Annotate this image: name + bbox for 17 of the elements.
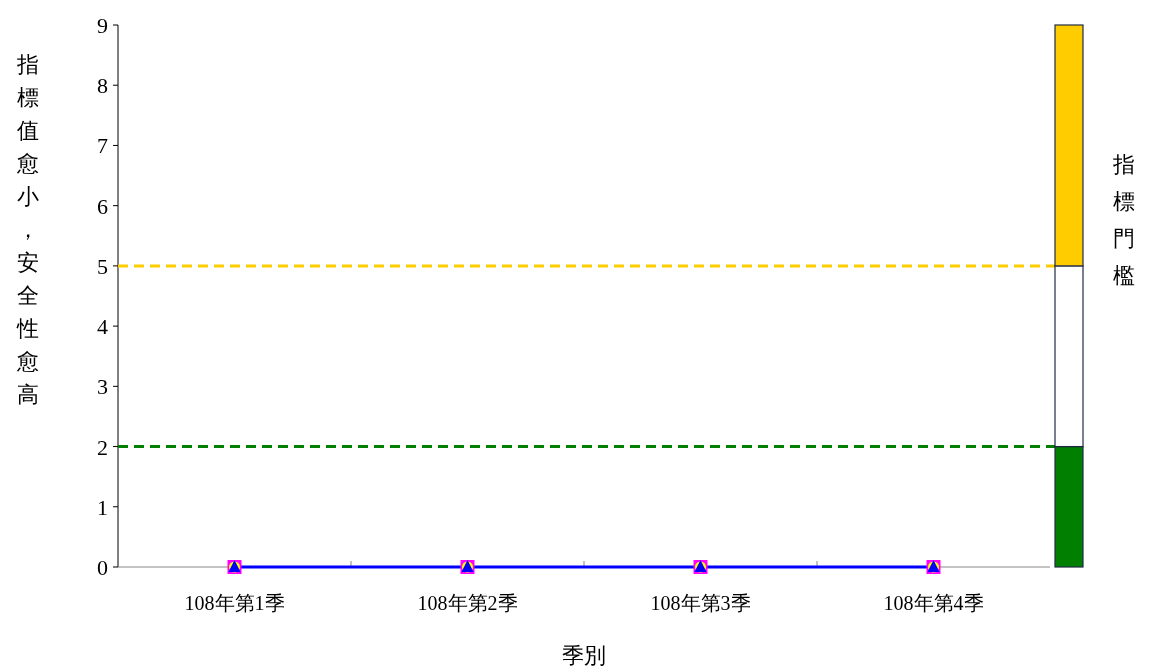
y-tick-label: 0 (97, 555, 108, 580)
ylabel: 指標值愈小，安全性愈高 (17, 52, 39, 407)
y-tick-label: 9 (97, 13, 108, 38)
x-tick-label: 108年第1季 (184, 592, 285, 614)
y-tick-label: 8 (97, 73, 108, 99)
ylabel2: 指標門檻 (1113, 152, 1135, 288)
y-tick-label: 3 (97, 374, 108, 400)
y-tick-label: 7 (97, 133, 108, 159)
x-axis-title: 季別 (562, 643, 606, 668)
y-tick-label: 5 (97, 253, 108, 279)
x-tick-label: 108年第3季 (650, 592, 751, 614)
y-tick-label: 2 (97, 434, 108, 460)
y-tick-label: 1 (97, 494, 108, 520)
y-tick-label: 6 (97, 193, 108, 219)
x-tick-label: 108年第4季 (883, 592, 984, 614)
y-tick-label: 4 (97, 314, 108, 340)
x-tick-label: 108年第2季 (417, 592, 518, 614)
